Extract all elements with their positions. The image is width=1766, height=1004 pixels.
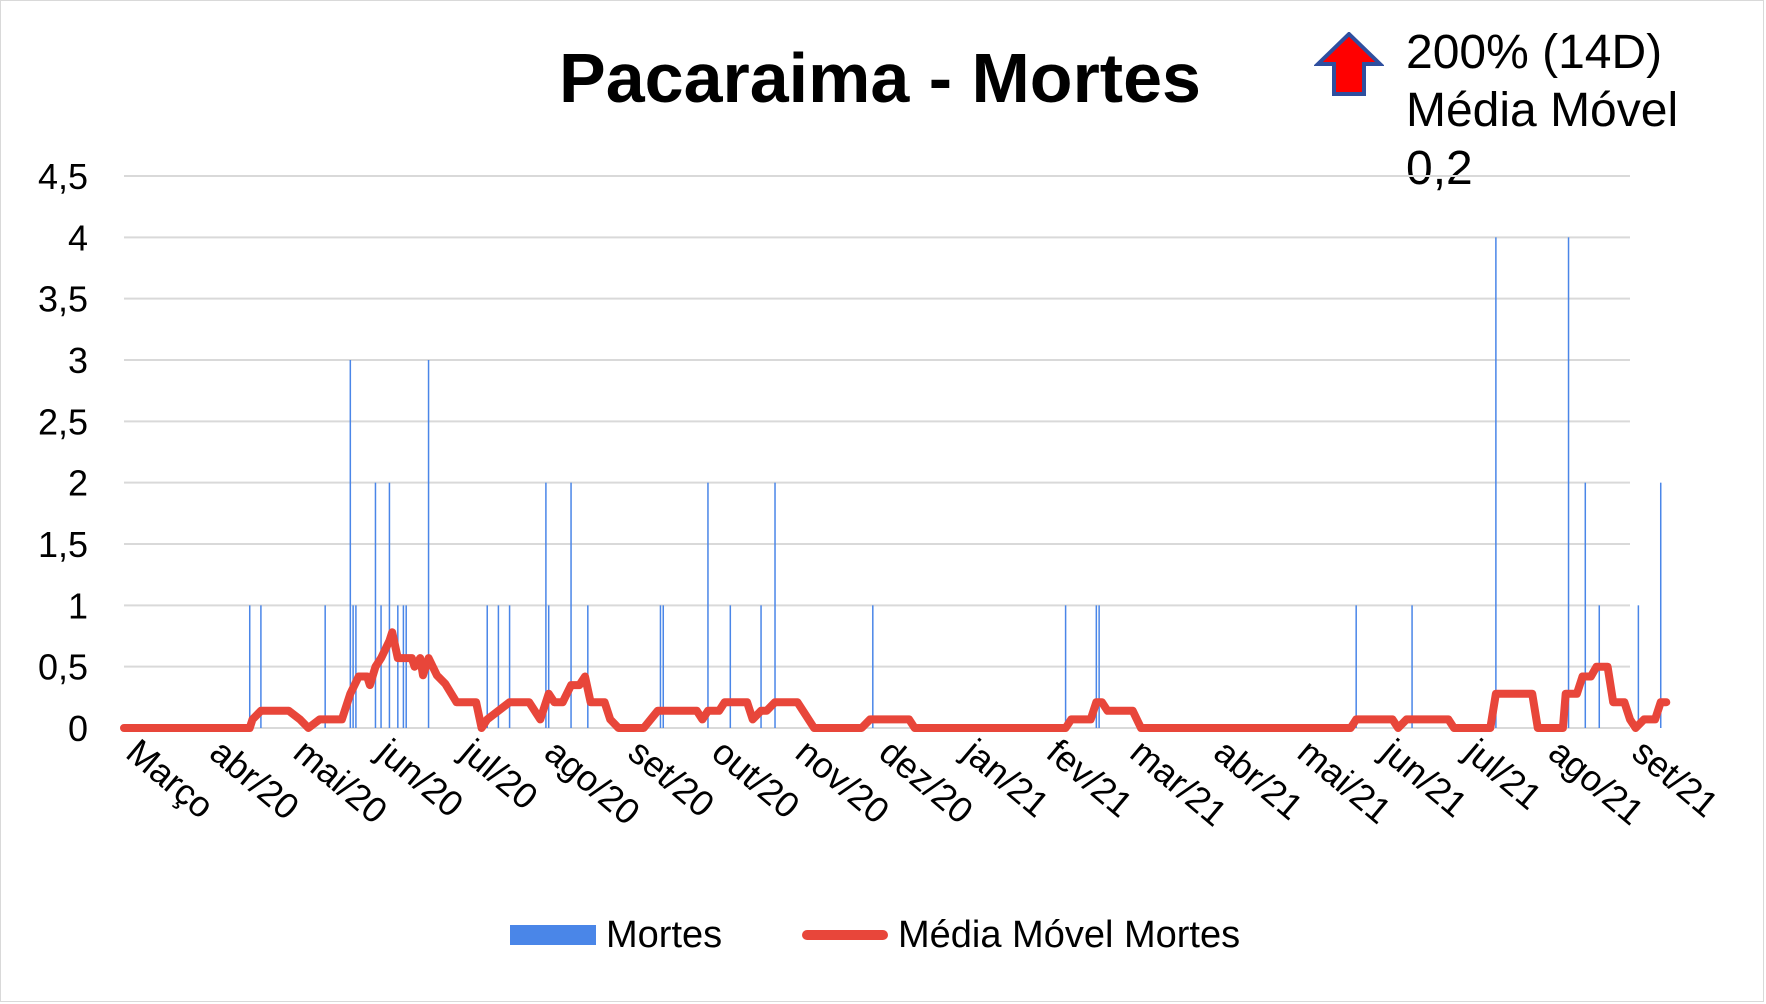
legend-label-mortes: Mortes [606,913,723,956]
bar [1098,605,1100,728]
x-tick-label: mar/21 [1123,731,1235,834]
bar [587,605,589,728]
bar [1095,605,1098,728]
bar [570,482,572,728]
legend-label-media-movel: Média Móvel Mortes [898,913,1241,956]
bar [486,605,488,728]
x-tick-label: dez/20 [872,731,981,832]
x-tick-label: out/20 [705,731,808,827]
y-tick-label: 1 [68,585,88,626]
bar [1495,237,1497,729]
x-tick-label: mai/20 [286,731,395,832]
bar [729,605,732,728]
bar [324,605,326,728]
bar [248,605,251,728]
x-tick-label: jul/20 [453,730,546,817]
legend-item-mortes: Mortes [510,910,722,960]
bar [355,605,357,728]
annotation-line-2: Média Móvel [1406,84,1679,137]
red-up-arrow-icon [1314,32,1384,96]
y-tick-label: 4,5 [38,156,88,197]
bar [349,360,352,728]
bar [427,360,430,728]
bar [260,605,262,728]
bar [380,605,382,728]
y-tick-label: 0,5 [38,647,88,688]
bar [659,605,662,728]
y-tick-label: 2 [68,463,88,504]
bar [1637,605,1640,728]
bar [1064,605,1067,728]
y-tick-label: 0 [68,708,88,749]
bar [397,605,399,728]
bar [662,605,665,728]
bar [1584,482,1587,728]
x-tick-label: abr/20 [203,731,308,828]
x-tick-label: fev/21 [1039,731,1140,825]
annotation-line-3: 0,2 [1406,142,1473,195]
annotation-text: 200% (14D) Média Móvel 0,2 [1406,24,1678,198]
bar [508,605,511,728]
bar [547,605,550,728]
y-tick-label: 3 [68,340,88,381]
bar [1659,482,1662,728]
legend-item-media-movel: Média Móvel Mortes [802,910,1240,960]
legend-swatch-bars [510,925,596,945]
bar [497,605,500,728]
bar [1567,237,1570,729]
chart-title: Pacaraima - Mortes [559,39,1201,117]
legend-swatch-line [802,930,888,940]
y-tick-label: 2,5 [38,401,88,442]
y-tick-label: 3,5 [38,279,88,320]
moving-average-line [120,628,1671,732]
bar [374,482,377,728]
x-tick-label: jul/21 [1457,730,1550,817]
y-tick-label: 4 [68,217,88,258]
x-tick-label: Março [119,731,222,827]
bar [402,605,405,728]
bar [774,482,776,728]
x-tick-label: mai/21 [1290,731,1399,832]
y-tick-label: 1,5 [38,524,88,565]
x-tick-label: ago/21 [1541,731,1652,833]
bar [545,482,547,728]
x-tick-label: ago/20 [537,731,648,833]
bar [872,605,874,728]
bar [388,482,391,728]
bar [1355,605,1357,728]
bar [707,482,709,728]
legend: Mortes Média Móvel Mortes [0,910,1766,960]
bar [405,605,407,728]
x-tick-label: nov/20 [788,731,897,832]
bar [1411,605,1413,728]
bar [352,605,354,728]
bar [760,605,762,728]
annotation-line-1: 200% (14D) [1406,26,1663,79]
